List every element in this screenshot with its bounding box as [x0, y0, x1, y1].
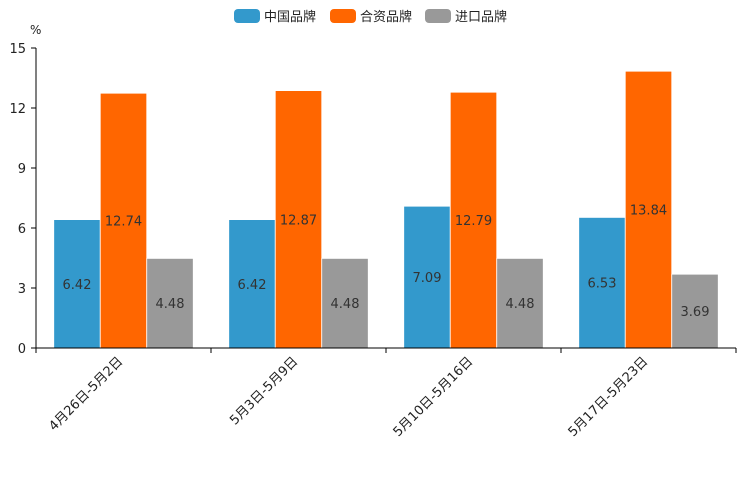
- legend-label-0[interactable]: 中国品牌: [264, 9, 316, 25]
- data-label-2-2: 4.48: [506, 297, 535, 312]
- data-label-0-0: 6.42: [63, 278, 92, 293]
- data-label-0-3: 6.53: [588, 277, 617, 292]
- bar-0-2[interactable]: [403, 205, 451, 349]
- data-label-1-3: 13.84: [630, 204, 667, 219]
- data-label-0-2: 7.09: [413, 271, 442, 286]
- legend-label-1[interactable]: 合资品牌: [360, 9, 412, 25]
- bar-1-1[interactable]: [274, 90, 323, 349]
- bar-1-3[interactable]: [624, 70, 673, 349]
- data-label-2-3: 3.69: [681, 305, 710, 320]
- legend: 中国品牌 合资品牌 进口品牌: [234, 9, 507, 25]
- x-category-label: 5月17日-5月23日: [566, 354, 652, 440]
- legend-swatch-2[interactable]: [425, 9, 451, 23]
- x-category-label: 5月10日-5月16日: [391, 354, 477, 440]
- y-tick-label: 9: [18, 162, 26, 177]
- bar-0-1[interactable]: [228, 219, 276, 349]
- bar-2-3[interactable]: [671, 273, 719, 349]
- data-label-2-0: 4.48: [156, 297, 185, 312]
- x-category-label: 4月26日-5月2日: [46, 354, 126, 434]
- y-axis: 0 3 6 9 12 15: [9, 42, 37, 357]
- y-axis-unit: %: [30, 23, 41, 37]
- data-label-2-1: 4.48: [331, 297, 360, 312]
- y-tick-label: 12: [9, 102, 26, 117]
- y-tick-label: 3: [18, 282, 26, 297]
- bar-1-2[interactable]: [449, 91, 498, 349]
- bar-2-2[interactable]: [496, 257, 544, 349]
- data-label-1-2: 12.79: [455, 214, 492, 229]
- data-label-1-1: 12.87: [280, 213, 317, 228]
- y-tick-label: 6: [18, 222, 26, 237]
- bar-2-1[interactable]: [321, 257, 369, 349]
- bar-1-0[interactable]: [99, 92, 148, 349]
- data-labels: 6.42 6.42 7.09 6.53 12.74 12.87 12.79 13.84 4.48…: [63, 204, 710, 321]
- y-tick-label: 15: [9, 42, 26, 57]
- legend-label-2[interactable]: 进口品牌: [455, 9, 507, 25]
- bars: [53, 70, 719, 349]
- y-tick-label: 0: [18, 342, 26, 357]
- legend-swatch-0[interactable]: [234, 9, 260, 23]
- data-label-1-0: 12.74: [105, 215, 142, 230]
- bar-0-3[interactable]: [578, 216, 626, 349]
- x-category-label: 5月3日-5月9日: [227, 354, 301, 428]
- legend-swatch-1[interactable]: [330, 9, 356, 23]
- x-axis: 4月26日-5月2日 5月3日-5月9日 5月10日-5月16日 5月17日-5月23…: [35, 347, 737, 440]
- data-label-0-1: 6.42: [238, 278, 267, 293]
